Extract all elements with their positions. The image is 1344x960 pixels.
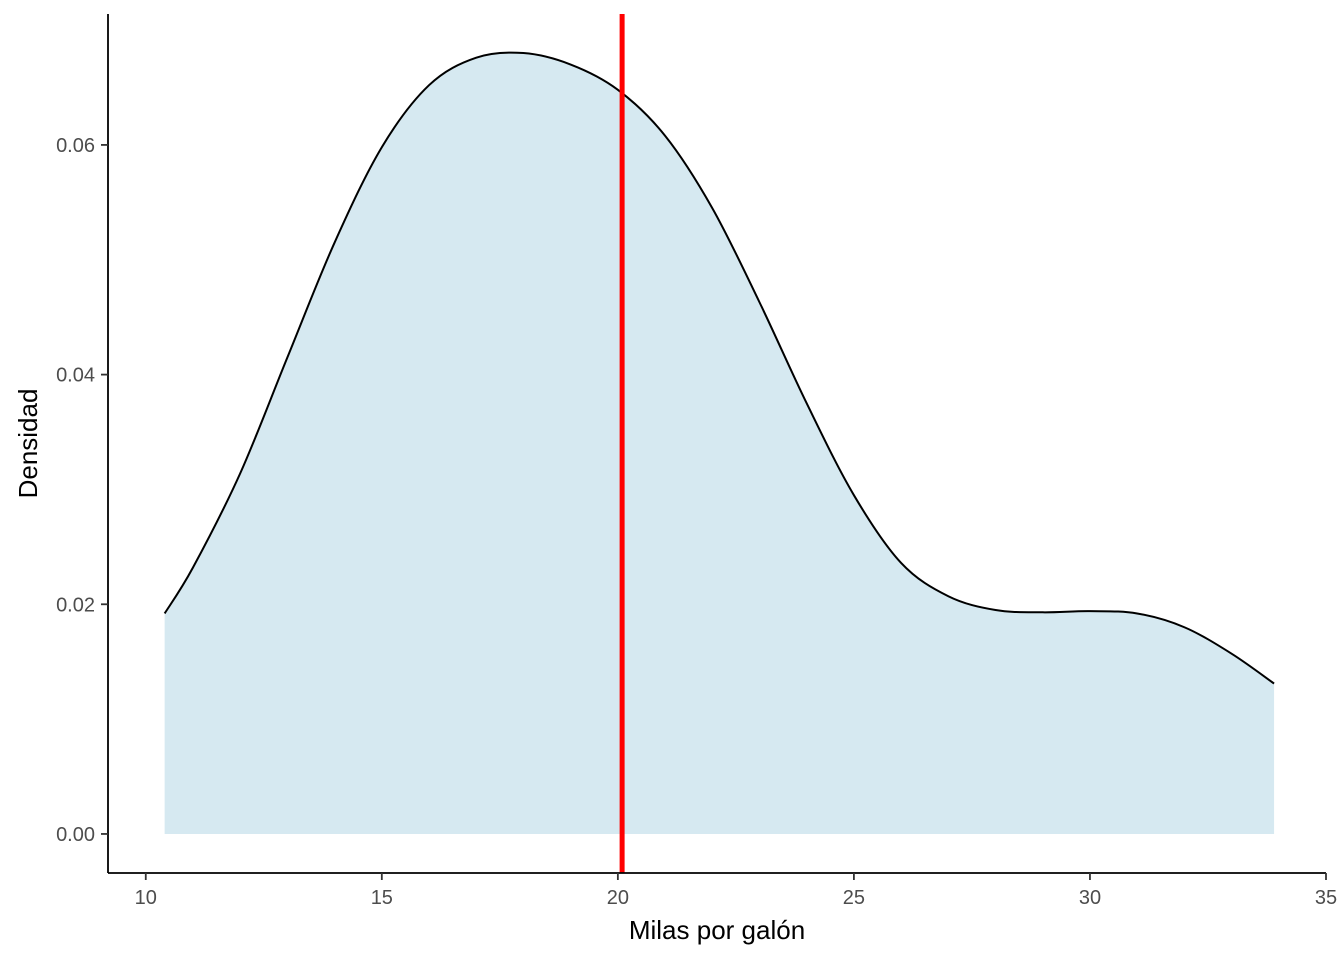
density-area [164, 52, 1275, 834]
density-curve [163, 51, 1275, 685]
x-axis-title: Milas por galón [629, 915, 805, 945]
axes [107, 14, 1326, 874]
x-tick-label: 10 [135, 887, 157, 909]
y-tick-label: 0.02 [56, 594, 95, 616]
x-tick-label: 30 [1079, 887, 1101, 909]
y-tick-label: 0.04 [56, 365, 95, 387]
x-tick-label: 35 [1315, 887, 1337, 909]
y-tick-label: 0.06 [56, 135, 95, 157]
x-axis-ticks: 10 15 20 25 30 35 [135, 873, 1337, 909]
y-axis-title: Densidad [13, 389, 43, 499]
y-tick-label: 0.00 [56, 824, 95, 846]
y-axis-ticks: 0.00 0.02 0.04 0.06 [56, 135, 108, 846]
plot-area [163, 14, 1275, 873]
x-tick-label: 15 [371, 887, 393, 909]
x-tick-label: 20 [607, 887, 629, 909]
x-tick-label: 25 [843, 887, 865, 909]
